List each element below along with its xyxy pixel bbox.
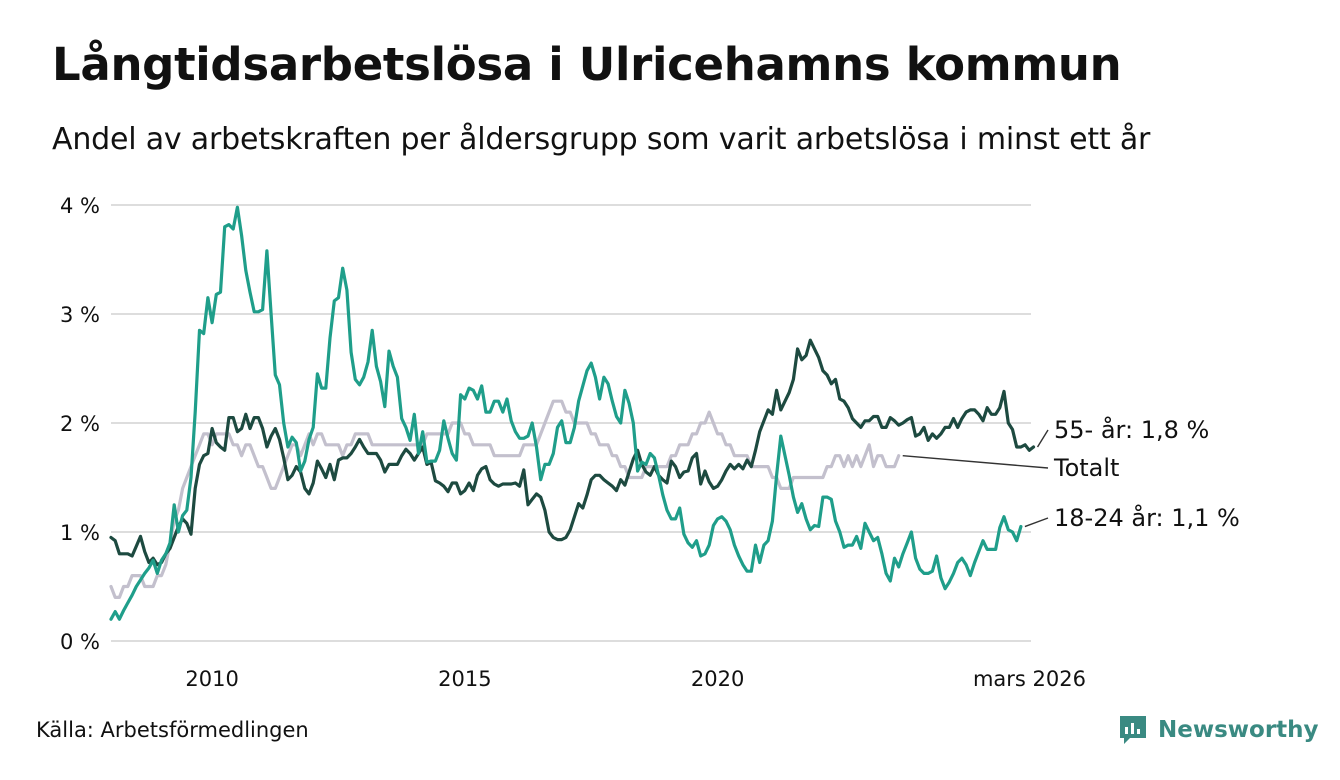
brand-name: Newsworthy — [1158, 717, 1319, 743]
series-line-young — [109, 205, 1023, 621]
x-tick-label: mars 2026 — [973, 667, 1086, 691]
brand-logo: Newsworthy — [1118, 712, 1319, 748]
chart-subtitle: Andel av arbetskraften per åldersgrupp s… — [52, 122, 1151, 157]
x-tick-label: 2020 — [691, 667, 744, 691]
line-chart: 0 % 1 % 2 % 3 % 4 % 2010 2015 2020 mars 2026 Tota… — [60, 194, 1240, 691]
leader-line-old — [1036, 429, 1049, 448]
x-tick-label: 2015 — [438, 667, 491, 691]
y-tick-label: 4 % — [60, 194, 100, 218]
chart-title: Långtidsarbetslösa i Ulricehamns kommun — [52, 38, 1122, 91]
leader-line-young — [1024, 517, 1049, 528]
source-note: Källa: Arbetsförmedlingen — [36, 718, 309, 742]
y-tick-label: 1 % — [60, 521, 100, 545]
y-tick-label: 2 % — [60, 412, 100, 436]
y-tick-label: 0 % — [60, 630, 100, 654]
end-label-young: 18-24 år: 1,1 % — [1054, 503, 1240, 532]
series-line-old — [109, 338, 1036, 567]
newsworthy-logo-icon — [1120, 716, 1146, 744]
end-label-total: Totalt — [1053, 454, 1119, 482]
series-line-total — [109, 399, 901, 599]
y-tick-label: 3 % — [60, 303, 100, 327]
x-tick-label: 2010 — [185, 667, 238, 691]
leader-line-total — [902, 455, 1049, 469]
end-label-old: 55- år: 1,8 % — [1054, 415, 1209, 444]
